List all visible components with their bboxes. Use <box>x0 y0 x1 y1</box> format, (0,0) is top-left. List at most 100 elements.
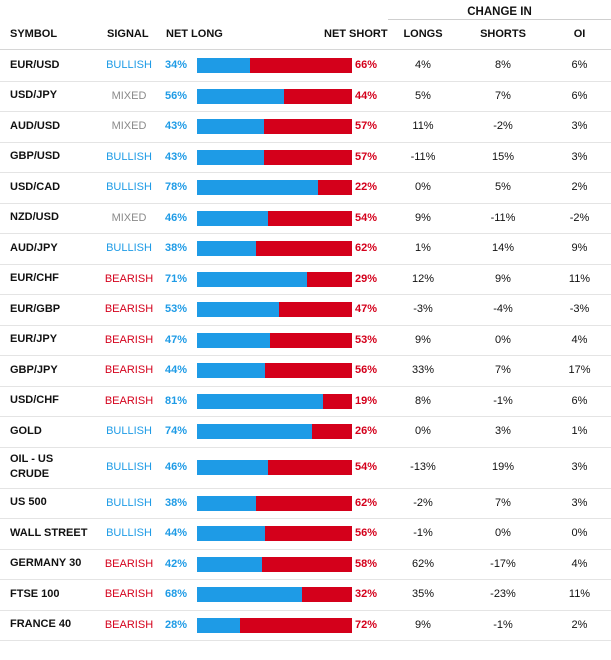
symbol-text[interactable]: FTSE 100 <box>10 587 60 600</box>
net-long-value: 38% <box>165 496 188 509</box>
symbol-cell[interactable]: GERMANY 30 <box>10 549 100 580</box>
symbol-text[interactable]: USD/CHF <box>10 394 59 407</box>
shorts-change: 5% <box>495 181 511 194</box>
table-row[interactable]: AUD/JPY BULLISH 38% 62% 1% 14% 9% <box>0 233 611 265</box>
symbol-text[interactable]: EUR/GBP <box>10 302 61 315</box>
net-long-value: 68% <box>165 588 188 601</box>
longs-change: 9% <box>415 333 431 346</box>
symbol-text[interactable]: GOLD <box>10 424 42 437</box>
net-long-bar-fill <box>197 302 280 318</box>
table-row[interactable]: EUR/GBP BEARISH 53% 47% -3% -4% -3% <box>0 294 611 326</box>
sentiment-bar <box>197 460 352 475</box>
longs-change: 5% <box>415 89 431 102</box>
symbol-text[interactable]: EUR/CHF <box>10 272 59 285</box>
net-long-header[interactable]: NET LONG <box>166 28 223 40</box>
signal-cell: MIXED <box>111 89 147 102</box>
oi-change: 0% <box>571 527 588 540</box>
longs-change: 12% <box>411 272 435 285</box>
symbol-text[interactable]: WALL STREET <box>10 526 88 539</box>
oi-change: 11% <box>568 588 591 601</box>
symbol-cell[interactable]: EUR/USD <box>10 50 100 81</box>
net-short-header[interactable]: NET SHORT <box>324 28 388 40</box>
symbol-cell[interactable]: FRANCE 40 <box>10 610 100 641</box>
oi-change: 1% <box>571 425 588 438</box>
table-row[interactable]: EUR/JPY BEARISH 47% 53% 9% 0% 4% <box>0 325 611 356</box>
oi-header[interactable]: OI <box>573 28 586 40</box>
table-row[interactable]: USD/CHF BEARISH 81% 19% 8% -1% 6% <box>0 386 611 417</box>
oi-change: 6% <box>571 394 588 407</box>
symbol-cell[interactable]: FTSE 100 <box>10 579 100 610</box>
table-row[interactable]: USD/JPY MIXED 56% 44% 5% 7% 6% <box>0 81 611 112</box>
symbol-cell[interactable]: GBP/USD <box>10 142 100 173</box>
symbol-text[interactable]: US 500 <box>10 496 47 509</box>
longs-change: 9% <box>415 211 431 224</box>
symbol-cell[interactable]: GOLD <box>10 416 100 447</box>
table-row[interactable]: OIL - US CRUDE BULLISH 46% 54% -13% 19% 3% <box>0 447 611 489</box>
symbol-text[interactable]: EUR/JPY <box>10 333 58 346</box>
symbol-cell[interactable]: OIL - US CRUDE <box>10 447 100 488</box>
sentiment-bar <box>197 241 352 257</box>
symbol-cell[interactable]: USD/CAD <box>10 172 100 203</box>
net-short-value: 58% <box>355 557 378 570</box>
table-row[interactable]: US 500 BULLISH 38% 62% -2% 7% 3% <box>0 488 611 519</box>
symbol-cell[interactable]: US 500 <box>10 488 100 519</box>
symbol-cell[interactable]: WALL STREET <box>10 518 100 549</box>
shorts-header[interactable]: SHORTS <box>480 28 526 40</box>
longs-change: 33% <box>411 364 435 377</box>
table-row[interactable]: GBP/USD BULLISH 43% 57% -11% 15% 3% <box>0 142 611 173</box>
symbol-header[interactable]: SYMBOL <box>10 28 58 40</box>
symbol-cell[interactable]: EUR/CHF <box>10 264 100 295</box>
symbol-text[interactable]: GERMANY 30 <box>10 557 82 570</box>
table-row[interactable]: EUR/CHF BEARISH 71% 29% 12% 9% 11% <box>0 264 611 295</box>
symbol-text[interactable]: AUD/USD <box>10 119 61 132</box>
oi-change: 11% <box>568 272 591 285</box>
longs-change: 1% <box>415 242 431 255</box>
net-long-value: 46% <box>165 211 188 224</box>
symbol-cell[interactable]: NZD/USD <box>10 203 100 234</box>
net-long-value: 56% <box>165 89 188 102</box>
net-long-bar-fill <box>197 241 256 257</box>
longs-change: 35% <box>411 588 435 601</box>
shorts-change: 14% <box>491 242 515 255</box>
symbol-text[interactable]: USD/CAD <box>10 180 61 193</box>
symbol-cell[interactable]: USD/CHF <box>10 386 100 417</box>
longs-header[interactable]: LONGS <box>403 28 443 40</box>
symbol-text[interactable]: NZD/USD <box>10 211 59 224</box>
symbol-text[interactable]: AUD/JPY <box>10 241 58 254</box>
change-in-label: CHANGE IN <box>467 6 532 18</box>
table-row[interactable]: GERMANY 30 BEARISH 42% 58% 62% -17% 4% <box>0 549 611 580</box>
oi-change: 2% <box>571 618 588 631</box>
symbol-cell[interactable]: AUD/JPY <box>10 233 100 264</box>
table-row[interactable]: AUD/USD MIXED 43% 57% 11% -2% 3% <box>0 111 611 143</box>
symbol-cell[interactable]: USD/JPY <box>10 81 100 112</box>
table-row[interactable]: FTSE 100 BEARISH 68% 32% 35% -23% 11% <box>0 579 611 611</box>
symbol-cell[interactable]: EUR/GBP <box>10 294 100 325</box>
symbol-text[interactable]: GBP/USD <box>10 150 61 163</box>
symbol-cell[interactable]: EUR/JPY <box>10 325 100 356</box>
net-short-value: 54% <box>355 211 378 224</box>
net-long-value: 44% <box>165 527 188 540</box>
table-row[interactable]: FRANCE 40 BEARISH 28% 72% 9% -1% 2% <box>0 610 611 641</box>
table-row[interactable]: WALL STREET BULLISH 44% 56% -1% 0% 0% <box>0 518 611 550</box>
net-short-value: 29% <box>355 272 378 285</box>
symbol-text[interactable]: USD/JPY <box>10 89 58 102</box>
symbol-text[interactable]: FRANCE 40 <box>10 618 72 631</box>
net-short-value: 57% <box>355 120 378 133</box>
symbol-text[interactable]: EUR/USD <box>10 58 60 71</box>
table-row[interactable]: GBP/JPY BEARISH 44% 56% 33% 7% 17% <box>0 355 611 387</box>
table-row[interactable]: USD/CAD BULLISH 78% 22% 0% 5% 2% <box>0 172 611 204</box>
net-long-bar-fill <box>197 332 270 348</box>
table-row[interactable]: NZD/USD MIXED 46% 54% 9% -11% -2% <box>0 203 611 234</box>
symbol-cell[interactable]: GBP/JPY <box>10 355 100 386</box>
net-long-bar-fill <box>197 495 256 511</box>
oi-change: 3% <box>571 461 588 473</box>
signal-cell: BULLISH <box>106 150 152 163</box>
longs-change: 9% <box>415 618 431 631</box>
signal-header[interactable]: SIGNAL <box>107 28 149 40</box>
symbol-text[interactable]: OIL - US CRUDE <box>10 453 54 480</box>
table-row[interactable]: GOLD BULLISH 74% 26% 0% 3% 1% <box>0 416 611 448</box>
table-row[interactable]: EUR/USD BULLISH 34% 66% 4% 8% 6% <box>0 50 611 82</box>
symbol-cell[interactable]: AUD/USD <box>10 111 100 142</box>
symbol-text[interactable]: GBP/JPY <box>10 363 58 376</box>
sentiment-bar <box>197 526 352 542</box>
